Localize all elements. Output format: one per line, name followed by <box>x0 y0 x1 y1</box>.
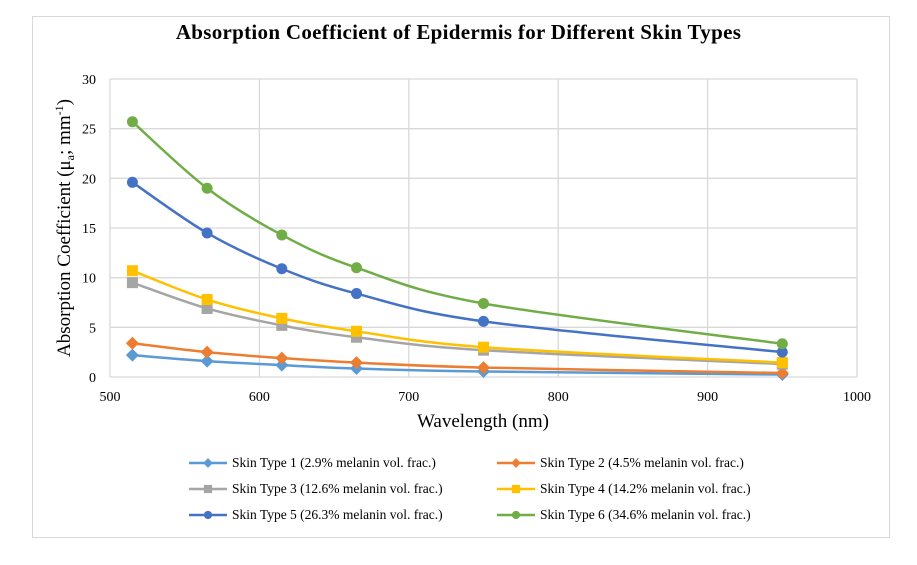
legend-item-skin-type-3: Skin Type 3 (12.6% melanin vol. frac.) <box>188 481 443 497</box>
legend-item-skin-type-6: Skin Type 6 (34.6% melanin vol. frac.) <box>496 507 751 523</box>
data-point-skin-type-3 <box>126 277 138 289</box>
legend-label: Skin Type 3 (12.6% melanin vol. frac.) <box>232 481 443 496</box>
series-line-skin-type-3 <box>132 281 783 366</box>
data-point-skin-type-6 <box>478 297 489 309</box>
data-point-skin-type-6 <box>351 262 363 274</box>
legend-label: Skin Type 6 (34.6% melanin vol. frac.) <box>540 507 751 522</box>
legend-swatch <box>497 510 535 520</box>
data-point-skin-type-3 <box>201 302 213 314</box>
data-point-skin-type-4 <box>276 312 288 324</box>
data-point-skin-type-4 <box>126 265 138 277</box>
y-axis-title: Absorption Coefficient (μa; mm-1) <box>52 99 77 357</box>
data-point-skin-type-6 <box>776 338 788 350</box>
legend-label: Skin Type 5 (26.3% melanin vol. frac.) <box>232 507 443 522</box>
legend-swatch <box>189 484 227 494</box>
legend-marker <box>511 484 521 494</box>
y-axis-title-end: ) <box>54 99 75 105</box>
data-point-skin-type-2 <box>350 356 364 370</box>
data-point-skin-type-5 <box>478 315 489 327</box>
data-point-skin-type-2 <box>200 345 214 359</box>
data-point-skin-type-2 <box>125 336 139 350</box>
y-tick-label: 0 <box>89 371 96 386</box>
y-tick-label: 15 <box>82 222 96 237</box>
legend-swatch <box>497 458 535 468</box>
y-axis-title-sup: -1 <box>52 105 66 115</box>
x-tick-label: 800 <box>548 390 569 405</box>
y-tick-labels: 0 5 10 15 20 25 30 <box>82 73 96 386</box>
x-tick-label: 900 <box>697 390 718 405</box>
legend-item-skin-type-5: Skin Type 5 (26.3% melanin vol. frac.) <box>188 507 443 523</box>
chart-title: Absorption Coefficient of Epidermis for … <box>175 20 742 44</box>
x-tick-label: 700 <box>398 390 419 405</box>
series-line-skin-type-6 <box>131 120 783 345</box>
y-axis-title-main: Absorption Coefficient (μ <box>54 160 75 357</box>
legend-marker <box>203 510 213 520</box>
y-tick-label: 10 <box>82 272 96 287</box>
data-point-skin-type-4 <box>351 325 363 337</box>
legend-swatch <box>497 484 535 494</box>
x-tick-label: 600 <box>249 390 270 405</box>
x-tick-label: 1000 <box>843 390 871 405</box>
data-point-skin-type-2 <box>477 361 490 375</box>
data-point-skin-type-6 <box>201 182 213 194</box>
y-tick-label: 25 <box>82 123 96 138</box>
data-point-skin-type-5 <box>126 176 138 188</box>
legend-marker <box>511 458 521 468</box>
x-tick-labels: 500 600 700 800 900 1000 <box>100 390 872 405</box>
legend-item-skin-type-4: Skin Type 4 (14.2% melanin vol. frac.) <box>496 481 751 497</box>
legend-item-skin-type-2: Skin Type 2 (4.5% melanin vol. frac.) <box>496 455 744 471</box>
data-point-skin-type-3 <box>276 319 288 331</box>
data-point-skin-type-1 <box>125 348 139 362</box>
series-lines <box>131 120 783 376</box>
legend-marker <box>203 484 213 494</box>
legend-swatch <box>189 458 227 468</box>
y-axis-title-mid: ; mm <box>54 115 75 155</box>
data-point-skin-type-5 <box>201 227 213 239</box>
data-point-skin-type-6 <box>126 116 138 128</box>
legend-label: Skin Type 1 (2.9% melanin vol. frac.) <box>232 455 436 470</box>
y-tick-label: 20 <box>82 172 96 187</box>
data-point-skin-type-4 <box>776 357 788 369</box>
legend-label: Skin Type 2 (4.5% melanin vol. frac.) <box>540 455 744 470</box>
y-tick-label: 30 <box>82 73 96 88</box>
data-point-skin-type-6 <box>276 229 288 241</box>
data-point-skin-type-5 <box>776 346 788 358</box>
y-axis-title-sub: a <box>63 154 77 160</box>
gridlines <box>109 78 858 378</box>
data-point-skin-type-4 <box>201 294 213 306</box>
data-point-skin-type-5 <box>351 288 363 300</box>
data-point-skin-type-2 <box>775 366 789 380</box>
legend-swatch <box>189 510 227 520</box>
x-axis-title: Wavelength (nm) <box>417 411 549 432</box>
data-point-skin-type-2 <box>275 351 289 365</box>
y-tick-label: 5 <box>89 321 96 336</box>
data-point-skin-type-1 <box>275 358 289 372</box>
legend-marker <box>511 510 521 520</box>
x-tick-label: 500 <box>100 390 121 405</box>
data-point-skin-type-5 <box>276 263 288 275</box>
legend-label: Skin Type 4 (14.2% melanin vol. frac.) <box>540 481 751 496</box>
data-point-skin-type-3 <box>351 331 363 343</box>
legend-marker <box>203 458 213 468</box>
legend-item-skin-type-1: Skin Type 1 (2.9% melanin vol. frac.) <box>188 455 436 471</box>
data-point-skin-type-4 <box>478 341 489 353</box>
series-markers <box>125 116 789 382</box>
chart-frame <box>32 16 890 538</box>
data-point-skin-type-1 <box>200 354 214 368</box>
